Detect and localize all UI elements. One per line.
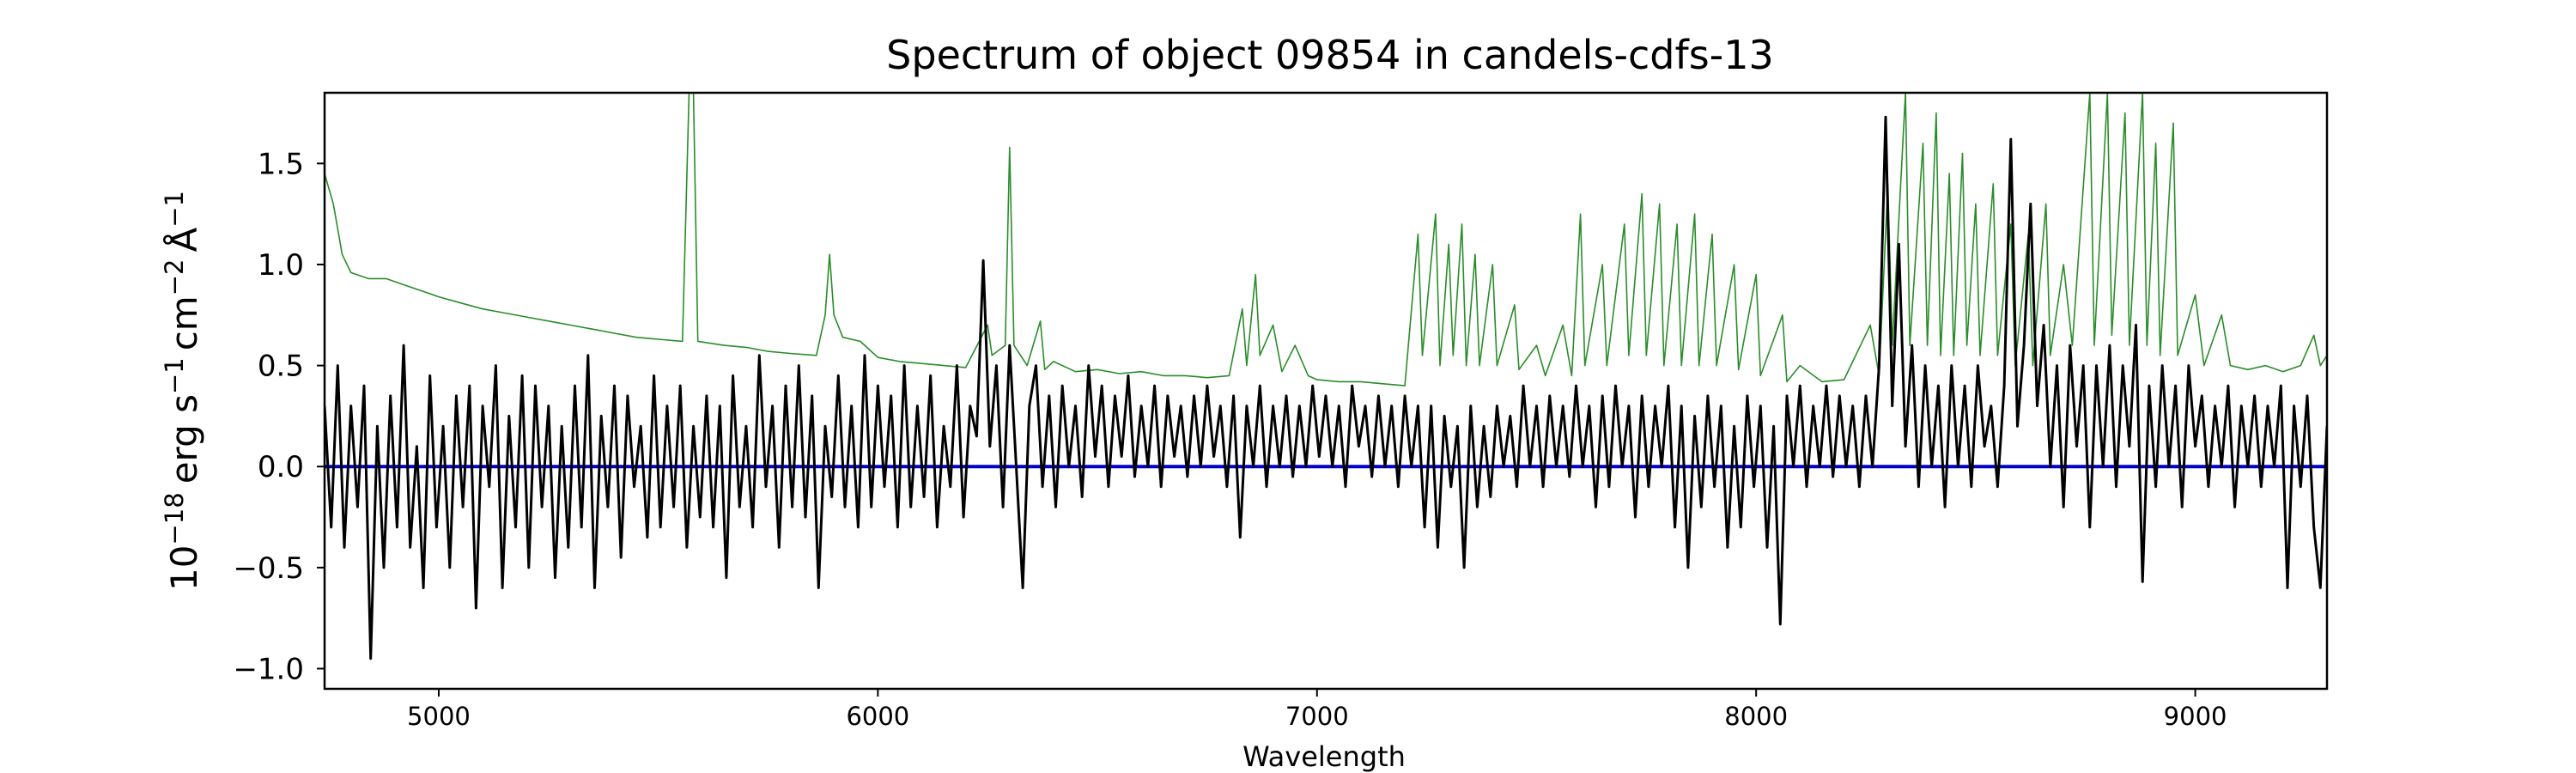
x-axis: 5000 6000 7000 8000 9000 (407, 689, 2227, 731)
y-tick-label: 0.0 (258, 450, 304, 484)
y-axis-label: 10−18erg s−1cm−2Å−1 (160, 191, 205, 591)
chart-title: Spectrum of object 09854 in candels-cdfs… (886, 32, 1774, 78)
y-label-unit1-exp: −1 (160, 357, 189, 394)
x-axis-label: Wavelength (1242, 740, 1406, 773)
x-tick-label: 8000 (1724, 702, 1788, 731)
y-label-unit3: Å (162, 228, 205, 253)
y-tick-label: −1.0 (233, 652, 304, 686)
y-tick-label: 1.5 (258, 147, 304, 181)
y-label-unit2-exp: −2 (160, 259, 189, 296)
x-tick-label: 6000 (846, 702, 909, 731)
x-tick-label: 7000 (1285, 702, 1349, 731)
y-tick-label: 0.5 (258, 350, 304, 384)
y-tick-label: −0.5 (233, 551, 304, 586)
x-tick-label: 9000 (2164, 702, 2227, 731)
y-label-base: 10 (163, 545, 205, 591)
y-label-unit1: erg s (163, 394, 205, 484)
y-label-base-exp: −18 (160, 492, 189, 545)
plot-area (325, 93, 2327, 660)
y-axis: −1.0 −0.5 0.0 0.5 1.0 1.5 (233, 147, 325, 686)
series-line-flux (325, 115, 2327, 660)
y-label-unit3-exp: −1 (160, 191, 189, 228)
y-label-unit2: cm (163, 295, 205, 350)
series-line-noise (325, 93, 2327, 386)
x-tick-label: 5000 (407, 702, 471, 731)
y-tick-label: 1.0 (258, 248, 304, 283)
axes-frame (323, 91, 2329, 691)
